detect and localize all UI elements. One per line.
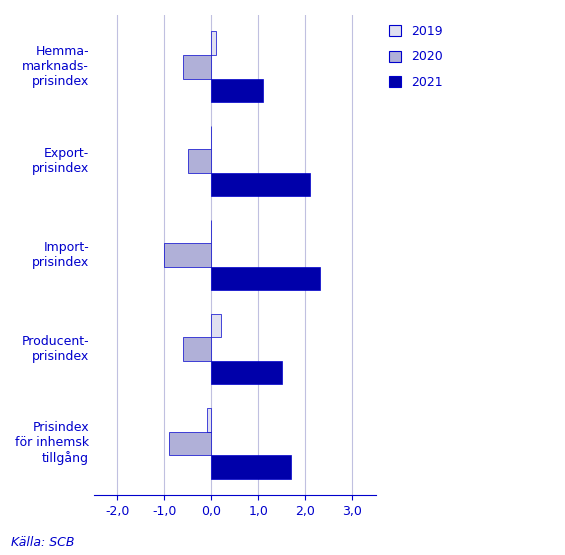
Bar [169, 432, 211, 455]
Bar [211, 173, 310, 196]
Bar [188, 149, 211, 173]
Bar [211, 314, 221, 337]
Bar [211, 79, 263, 102]
Bar [183, 55, 211, 79]
Bar [211, 361, 282, 385]
Legend: 2019, 2020, 2021: 2019, 2020, 2021 [385, 21, 447, 93]
Bar [211, 267, 320, 290]
Text: Källa: SCB: Källa: SCB [11, 537, 75, 549]
Bar [183, 337, 211, 361]
Bar [207, 408, 211, 432]
Bar [164, 243, 211, 267]
Bar [211, 32, 216, 55]
Bar [211, 455, 292, 478]
